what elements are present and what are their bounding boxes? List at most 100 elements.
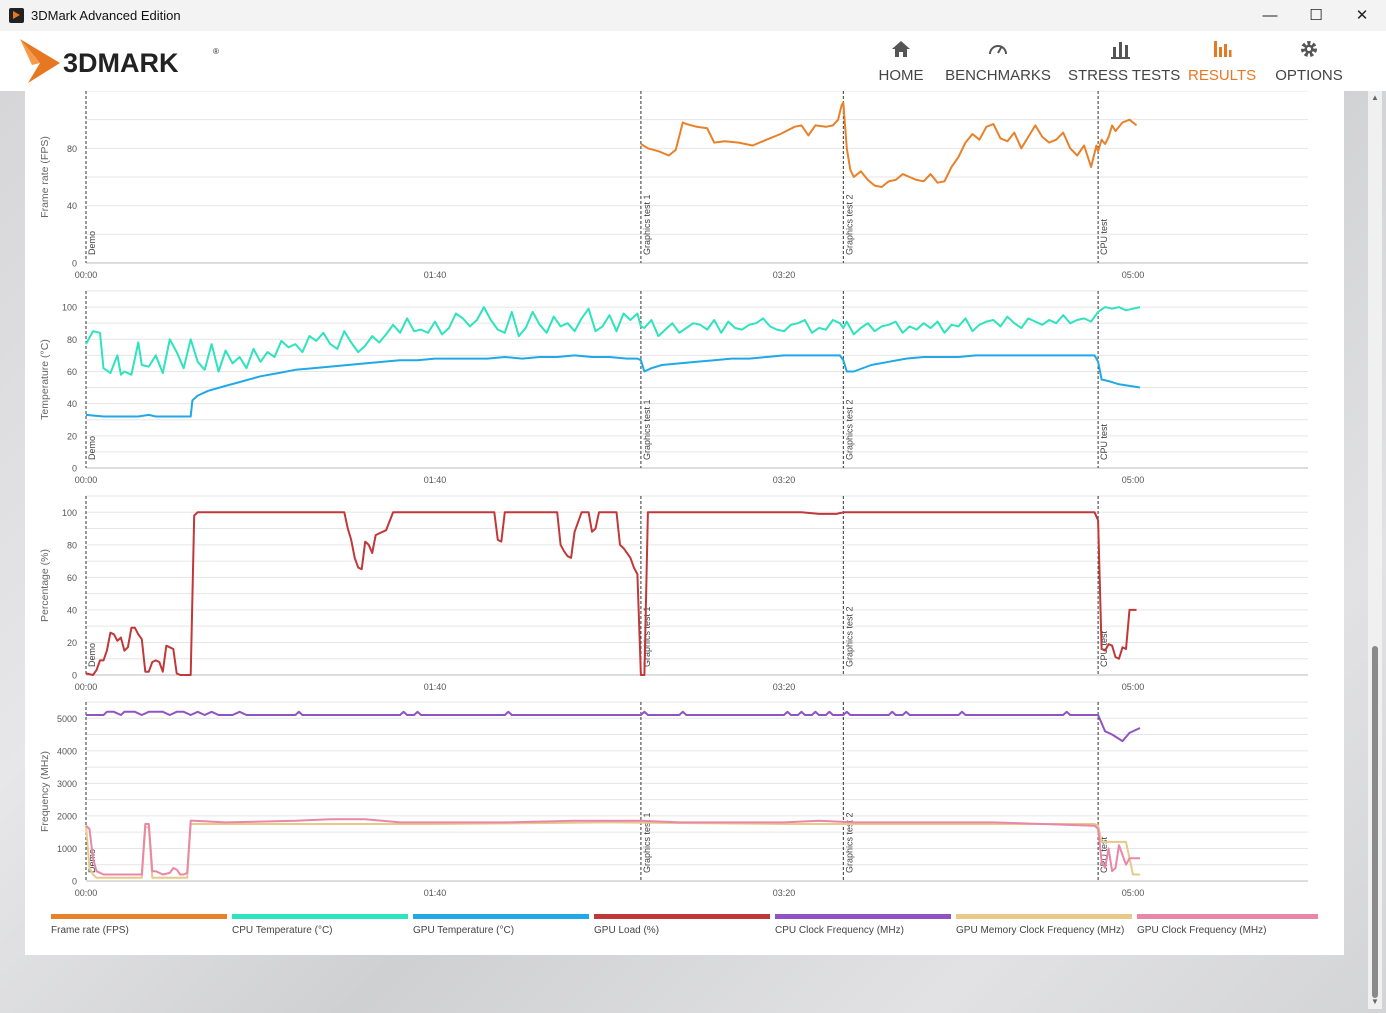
test-marker-label: Graphics test 1 [642,399,652,460]
test-marker-label: Demo [87,643,97,667]
legend-swatch [594,914,770,919]
x-tick-label: 01:40 [424,270,447,280]
test-marker-label: CPU test [1099,630,1109,667]
x-tick-label: 01:40 [424,888,447,898]
test-marker-label: Demo [87,849,97,873]
y-tick-label: 1000 [57,844,77,854]
x-tick-label: 00:00 [75,682,98,692]
close-button[interactable]: ✕ [1355,7,1369,24]
window-titlebar: 3DMark Advanced Edition — ☐ ✕ [0,0,1386,31]
gear-icon [1301,41,1317,57]
y-axis-label: Temperature (°C) [39,339,51,420]
legend-label: CPU Temperature (°C) [232,925,333,936]
test-marker-label: Demo [87,231,97,255]
app-header: 3DMARK ® HOME BENCHMARKS STRESS TESTS [0,31,1386,91]
scroll-up-arrow-icon[interactable]: ▲ [1371,93,1379,102]
y-tick-label: 40 [67,605,77,615]
legend-label: GPU Load (%) [594,925,660,936]
results-icon [1214,41,1232,57]
legend-label: Frame rate (FPS) [51,925,129,936]
y-tick-label: 80 [67,540,77,550]
test-marker-label: Graphics test 2 [844,194,854,255]
nav-stress-tests[interactable]: STRESS TESTS [1068,31,1181,91]
nav-home-label: HOME [878,67,924,84]
nav-options[interactable]: OPTIONS [1272,31,1346,91]
nav-results-label: RESULTS [1188,67,1257,84]
x-tick-label: 05:00 [1122,682,1145,692]
y-tick-label: 5000 [57,714,77,724]
y-tick-label: 3000 [57,779,77,789]
nav-options-label: OPTIONS [1275,67,1343,84]
legend-label: GPU Memory Clock Frequency (MHz) [956,925,1125,936]
scrollbar-thumb[interactable] [1372,646,1378,998]
legend-label: GPU Temperature (°C) [413,925,515,936]
y-tick-label: 60 [67,573,77,583]
nav-benchmarks-label: BENCHMARKS [945,67,1051,84]
x-tick-label: 01:40 [424,682,447,692]
bar-chart-icon [1111,42,1130,59]
legend-item-gpu-clock[interactable]: GPU Clock Frequency (MHz) [1137,914,1318,936]
y-tick-label: 0 [72,877,77,887]
minimize-button[interactable]: — [1262,7,1278,24]
y-tick-label: 80 [67,144,77,154]
home-icon [892,41,910,57]
y-tick-label: 80 [67,335,77,345]
x-tick-label: 03:20 [773,682,796,692]
x-tick-label: 00:00 [75,270,98,280]
y-tick-label: 0 [72,464,77,474]
logo-text: 3DMARK [63,48,179,78]
legend-item-cpu-temperature[interactable]: CPU Temperature (°C) [232,914,408,936]
y-tick-label: 40 [67,399,77,409]
x-tick-label: 03:20 [773,475,796,485]
y-tick-label: 40 [67,201,77,211]
monitoring-charts: 0 40 80 00:00 01:40 03:20 05:00 Frame rate (FPS… [39,90,1308,898]
maximize-button[interactable]: ☐ [1309,7,1323,24]
x-tick-label: 05:00 [1122,270,1145,280]
logo-mark-icon [20,39,60,83]
vertical-scrollbar[interactable]: ▲ ▼ [1368,91,1382,1009]
test-marker-label: Graphics test 1 [642,812,652,873]
legend-item-cpu-clock[interactable]: CPU Clock Frequency (MHz) [775,914,951,936]
chart-4: 0 1000 2000 3000 4000 5000 00:00 01:40 03:20 05:0… [39,701,1308,898]
y-tick-label: 100 [62,303,77,313]
x-tick-label: 03:20 [773,888,796,898]
legend-item-gpu-temperature[interactable]: GPU Temperature (°C) [413,914,589,936]
series-line [85,306,1141,376]
test-marker-label: CPU test [1099,836,1109,873]
test-marker-label: Graphics test 2 [844,399,854,460]
x-tick-label: 01:40 [424,475,447,485]
nav-stress-tests-label: STRESS TESTS [1068,67,1181,84]
legend-item-frame-rate[interactable]: Frame rate (FPS) [51,914,227,936]
series-line [85,354,1141,418]
nav-results[interactable]: RESULTS [1188,31,1256,91]
legend-item-gpu-memory-clock[interactable]: GPU Memory Clock Frequency (MHz) [956,914,1132,936]
legend-item-gpu-load[interactable]: GPU Load (%) [594,914,770,936]
test-marker-label: CPU test [1099,423,1109,460]
legend-label: GPU Clock Frequency (MHz) [1137,925,1267,936]
y-tick-label: 60 [67,367,77,377]
y-tick-label: 20 [67,638,77,648]
y-axis-label: Frequency (MHz) [39,751,51,832]
legend-swatch [51,914,227,919]
3dmark-logo[interactable]: 3DMARK ® [18,37,228,85]
nav-home[interactable]: HOME [872,31,930,91]
app-icon [9,8,24,23]
legend-swatch [1137,914,1318,919]
y-tick-label: 0 [72,259,77,269]
y-tick-label: 4000 [57,746,77,756]
nav-benchmarks[interactable]: BENCHMARKS [944,31,1052,91]
test-marker-label: Demo [87,436,97,460]
speedometer-icon [989,45,1007,55]
scroll-down-arrow-icon[interactable]: ▼ [1371,997,1379,1006]
test-marker-label: Graphics test 2 [844,606,854,667]
x-tick-label: 05:00 [1122,888,1145,898]
x-tick-label: 00:00 [75,888,98,898]
legend-swatch [775,914,951,919]
series-line [85,511,1137,676]
chart-3: 0 20 40 60 80 100 00:00 01:40 03:20 05:00 Percenta… [39,495,1308,692]
x-tick-label: 05:00 [1122,475,1145,485]
test-marker-label: Graphics test 1 [642,194,652,255]
y-axis-label: Percentage (%) [39,549,51,622]
x-tick-label: 00:00 [75,475,98,485]
window-title: 3DMark Advanced Edition [31,8,181,23]
